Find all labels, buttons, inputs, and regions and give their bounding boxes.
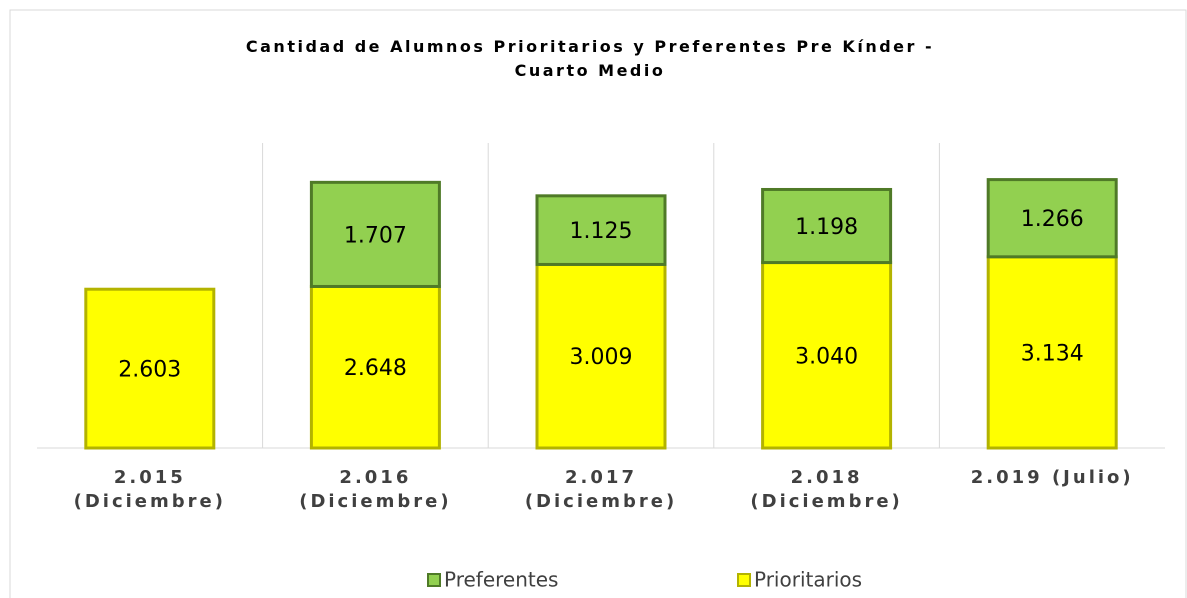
value-label: 1.707 [344, 223, 407, 248]
bar-segment [986, 255, 1118, 450]
legend-label: Prioritarios [754, 568, 862, 592]
value-label: 1.266 [1021, 207, 1084, 232]
bar-segment [761, 187, 893, 265]
value-label: 2.603 [118, 358, 181, 383]
chart-title: Cantidad de Alumnos Prioritarios y Prefe… [246, 37, 934, 80]
x-tick-label: 2.016 (Diciembre) [299, 467, 451, 512]
bar-segment [309, 180, 441, 288]
bar-segment [309, 284, 441, 450]
value-label: 3.134 [1021, 341, 1084, 366]
x-tick-label: 2.017 (Diciembre) [525, 467, 677, 512]
bar-segment [535, 194, 667, 266]
bar-segment [535, 262, 667, 450]
legend-swatch [427, 573, 441, 587]
value-label: 3.009 [570, 345, 633, 370]
x-tick-label: 2.015 (Diciembre) [74, 467, 226, 512]
value-label: 2.648 [344, 356, 407, 381]
legend-swatch [737, 573, 751, 587]
value-label: 1.125 [570, 219, 633, 244]
bar-segment [986, 178, 1118, 259]
x-tick-label: 2.018 (Diciembre) [750, 467, 902, 512]
legend-label: Preferentes [444, 568, 558, 592]
bar-segment [84, 287, 216, 450]
bar-segment [761, 261, 893, 450]
x-tick-label: 2.019 (Julio) [971, 467, 1134, 488]
value-label: 1.198 [795, 215, 858, 240]
value-label: 3.040 [795, 344, 858, 369]
